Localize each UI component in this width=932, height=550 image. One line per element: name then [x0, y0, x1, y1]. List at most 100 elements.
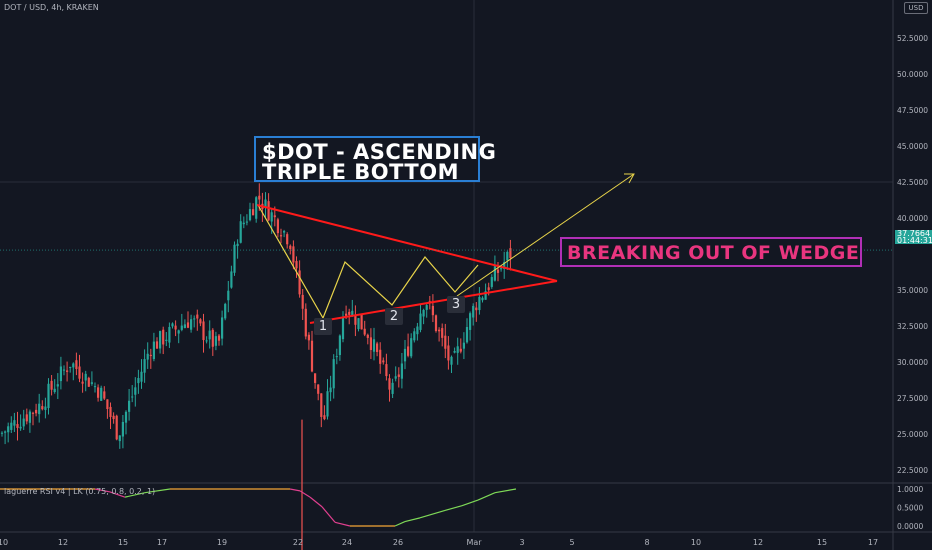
candle-body [267, 201, 270, 221]
candle-body [462, 342, 465, 349]
rsi-line-segment [289, 488, 301, 492]
rsi-tick-label: 0.0000 [897, 522, 923, 531]
breakout-arrow [456, 173, 635, 297]
candle-body [258, 195, 261, 200]
candle-body [397, 374, 400, 377]
candle-body [44, 406, 47, 410]
time-tick-label: 3 [519, 538, 524, 547]
candle-body [152, 341, 155, 360]
bottom-label-3[interactable]: 3 [447, 296, 465, 313]
candle-body [183, 324, 186, 328]
rsi-tick-label: 1.0000 [897, 485, 923, 494]
candle-body [465, 327, 469, 343]
rsi-line-segment [94, 488, 111, 493]
last-price-value: 37.7664 [897, 229, 931, 238]
candle-body [134, 387, 137, 395]
last-price-tag: 37.7664 01:44:31 [895, 229, 932, 245]
candle-body [239, 221, 242, 243]
candle-body [230, 271, 233, 288]
candle-body [379, 349, 382, 364]
candle-body [345, 313, 348, 316]
candle-body [190, 319, 193, 330]
time-tick-label: 10 [0, 538, 8, 547]
candle-body [394, 376, 397, 379]
candle-body [162, 329, 165, 345]
rsi-line-segment [334, 521, 351, 527]
price-tick-label: 27.5000 [897, 394, 928, 403]
candle-body [469, 313, 472, 330]
candle-body [431, 305, 434, 316]
candle-body [214, 336, 217, 346]
candle-body [506, 251, 509, 261]
candle-body [0, 432, 4, 434]
wedge-upper-line [256, 204, 558, 282]
candle-body [320, 393, 323, 417]
candle-body [93, 386, 97, 388]
candle-body [177, 330, 180, 334]
candle-body [100, 387, 103, 401]
candle-body [279, 235, 283, 237]
symbol-header: DOT / USD, 4h, KRAKEN [4, 3, 99, 12]
price-tick-label: 30.0000 [897, 358, 928, 367]
price-tick-label: 42.5000 [897, 178, 928, 187]
currency-badge[interactable]: USD [904, 2, 928, 14]
candle-body [338, 335, 341, 356]
time-tick-label: Mar [466, 538, 482, 547]
candle-body [75, 360, 78, 370]
candle-body [456, 346, 459, 353]
rsi-line-segment [299, 490, 311, 498]
candle-body [106, 399, 109, 410]
candle-body [90, 382, 93, 384]
candle-body [143, 359, 146, 373]
candle-body [472, 305, 475, 318]
candle-body [224, 303, 227, 319]
candle-body [487, 287, 490, 291]
candle-body [208, 330, 211, 340]
candle-body [450, 356, 453, 365]
candle-body [62, 369, 66, 371]
candle-body [236, 243, 239, 247]
price-tick-label: 50.0000 [897, 70, 928, 79]
candle-body [69, 366, 72, 368]
time-tick-label: 26 [393, 538, 403, 547]
candle-body [376, 343, 379, 353]
bottom-label-1[interactable]: 1 [314, 318, 332, 335]
candle-body [211, 329, 214, 347]
rsi-line-segment [494, 488, 517, 494]
candle-body [391, 382, 394, 394]
candle-body [372, 339, 376, 352]
time-tick-label: 8 [644, 538, 649, 547]
candle-body [35, 409, 38, 414]
breakout-annotation[interactable]: BREAKING OUT OF WEDGE [560, 237, 862, 267]
rsi-line-segment [444, 505, 463, 512]
candle-body [118, 435, 121, 442]
candle-body [348, 311, 351, 315]
candle-body [38, 403, 41, 415]
candle-body [270, 212, 273, 222]
candle-body [168, 326, 171, 343]
candle-body [286, 234, 289, 245]
candle-body [357, 318, 360, 330]
candle-body [385, 364, 388, 377]
candle-body [56, 384, 59, 387]
candle-body [171, 323, 174, 327]
candle-body [500, 268, 503, 270]
candle-body [16, 424, 19, 428]
candle-body [413, 331, 416, 341]
time-tick-label: 12 [58, 538, 68, 547]
bottom-label-2[interactable]: 2 [385, 308, 403, 325]
breakout-label: BREAKING OUT OF WEDGE [567, 242, 860, 264]
time-tick-label: 15 [118, 538, 128, 547]
candle-body [273, 215, 276, 218]
candle-body [109, 406, 112, 417]
candle-body [360, 313, 363, 330]
price-tick-label: 32.5000 [897, 322, 928, 331]
candle-body [59, 366, 62, 382]
candle-body [159, 331, 162, 349]
candle-body [329, 387, 332, 393]
time-tick-label: 24 [342, 538, 352, 547]
time-tick-label: 15 [817, 538, 827, 547]
title-annotation[interactable]: $DOT - ASCENDING TRIPLE BOTTOM [254, 136, 496, 183]
candle-body [447, 345, 450, 361]
